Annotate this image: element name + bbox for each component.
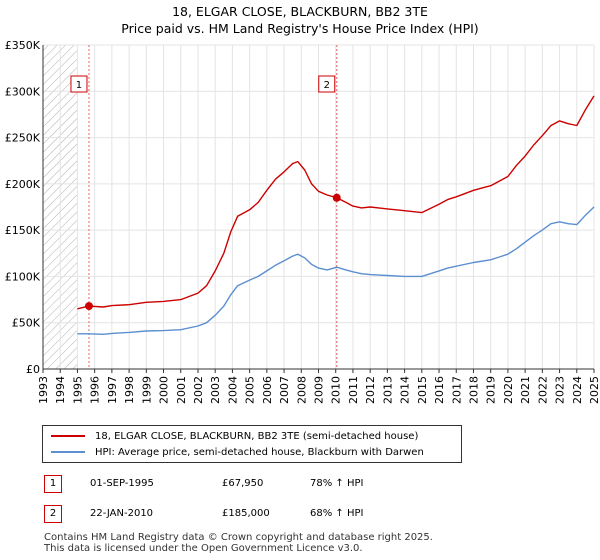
- x-tick-label: 2019: [485, 376, 498, 404]
- sale-point: [332, 193, 341, 202]
- legend: 18, ELGAR CLOSE, BLACKBURN, BB2 3TE (sem…: [42, 425, 462, 463]
- x-tick-label: 2003: [209, 376, 222, 404]
- sale-marker-label: 2: [324, 80, 330, 91]
- sale-marker-box: [70, 75, 88, 93]
- x-tick-label: 2006: [261, 376, 274, 404]
- x-tick-label: 1998: [123, 376, 136, 404]
- x-tick-label: 1999: [140, 376, 153, 404]
- x-tick-label: 2024: [571, 376, 584, 404]
- legend-label-hpi: HPI: Average price, semi-detached house,…: [95, 447, 424, 458]
- transaction-price: £67,950: [222, 478, 264, 489]
- chart-subtitle: Price paid vs. HM Land Registry's House …: [121, 21, 479, 36]
- x-tick-label: 1993: [37, 376, 50, 404]
- legend-line-blue: [51, 451, 85, 453]
- x-tick-label: 2005: [244, 376, 257, 404]
- y-tick-label: £100K: [5, 270, 41, 283]
- transaction-hpi: 68% ↑ HPI: [310, 508, 364, 519]
- y-tick-label: £250K: [5, 132, 41, 145]
- x-tick-label: 2004: [226, 376, 239, 404]
- transaction-date: 22-JAN-2010: [90, 508, 154, 519]
- x-tick-label: 2017: [450, 376, 463, 404]
- transaction-hpi: 78% ↑ HPI: [310, 478, 364, 489]
- x-tick-label: 2023: [554, 376, 567, 404]
- y-tick-label: £300K: [5, 85, 41, 98]
- sale-marker-label: 1: [76, 80, 82, 91]
- transaction-date: 01-SEP-1995: [90, 478, 154, 489]
- x-tick-label: 2008: [295, 376, 308, 404]
- x-tick-label: 2025: [588, 376, 600, 404]
- hpi-series-line: [77, 206, 595, 335]
- x-tick-label: 2002: [192, 376, 205, 404]
- x-tick-label: 2011: [347, 376, 360, 404]
- x-tick-label: 2007: [278, 376, 291, 404]
- x-tick-label: 2015: [416, 376, 429, 404]
- x-tick-label: 2016: [433, 376, 446, 404]
- footer: Contains HM Land Registry data © Crown c…: [44, 532, 433, 554]
- legend-line-red: [51, 435, 85, 437]
- x-tick-label: 2021: [519, 376, 532, 404]
- sale-point: [84, 302, 93, 311]
- y-tick-label: £0: [26, 363, 40, 376]
- transaction-price: £185,000: [222, 508, 270, 519]
- y-tick-label: £200K: [5, 178, 41, 191]
- x-tick-label: 2013: [381, 376, 394, 404]
- x-tick-label: 2012: [364, 376, 377, 404]
- chart-title: 18, ELGAR CLOSE, BLACKBURN, BB2 3TE: [172, 4, 428, 19]
- x-tick-label: 2022: [536, 376, 549, 404]
- x-tick-label: 1997: [106, 376, 119, 404]
- footer-copyright: Contains HM Land Registry data © Crown c…: [44, 532, 433, 543]
- footer-licence: This data is licensed under the Open Gov…: [44, 543, 363, 554]
- y-tick-label: £350K: [5, 39, 41, 52]
- x-tick-label: 1996: [89, 376, 102, 404]
- x-tick-label: 2009: [313, 376, 326, 404]
- x-tick-label: 1995: [71, 376, 84, 404]
- legend-label-property: 18, ELGAR CLOSE, BLACKBURN, BB2 3TE (sem…: [95, 431, 419, 442]
- x-tick-label: 2020: [502, 376, 515, 404]
- y-tick-label: £50K: [12, 317, 41, 330]
- x-tick-label: 2010: [330, 376, 343, 404]
- x-tick-label: 2014: [399, 376, 412, 404]
- transaction-badge: 2: [44, 505, 62, 523]
- legend-entry-hpi: HPI: Average price, semi-detached house,…: [51, 447, 424, 458]
- property-series-line: [77, 95, 595, 310]
- y-tick-label: £150K: [5, 224, 41, 237]
- x-tick-label: 2000: [158, 376, 171, 404]
- x-tick-label: 1994: [54, 376, 67, 404]
- legend-entry-property: 18, ELGAR CLOSE, BLACKBURN, BB2 3TE (sem…: [51, 431, 418, 442]
- x-tick-label: 2018: [467, 376, 480, 404]
- x-tick-label: 2001: [175, 376, 188, 404]
- transaction-badge: 1: [44, 475, 62, 493]
- sale-marker-box: [318, 75, 336, 93]
